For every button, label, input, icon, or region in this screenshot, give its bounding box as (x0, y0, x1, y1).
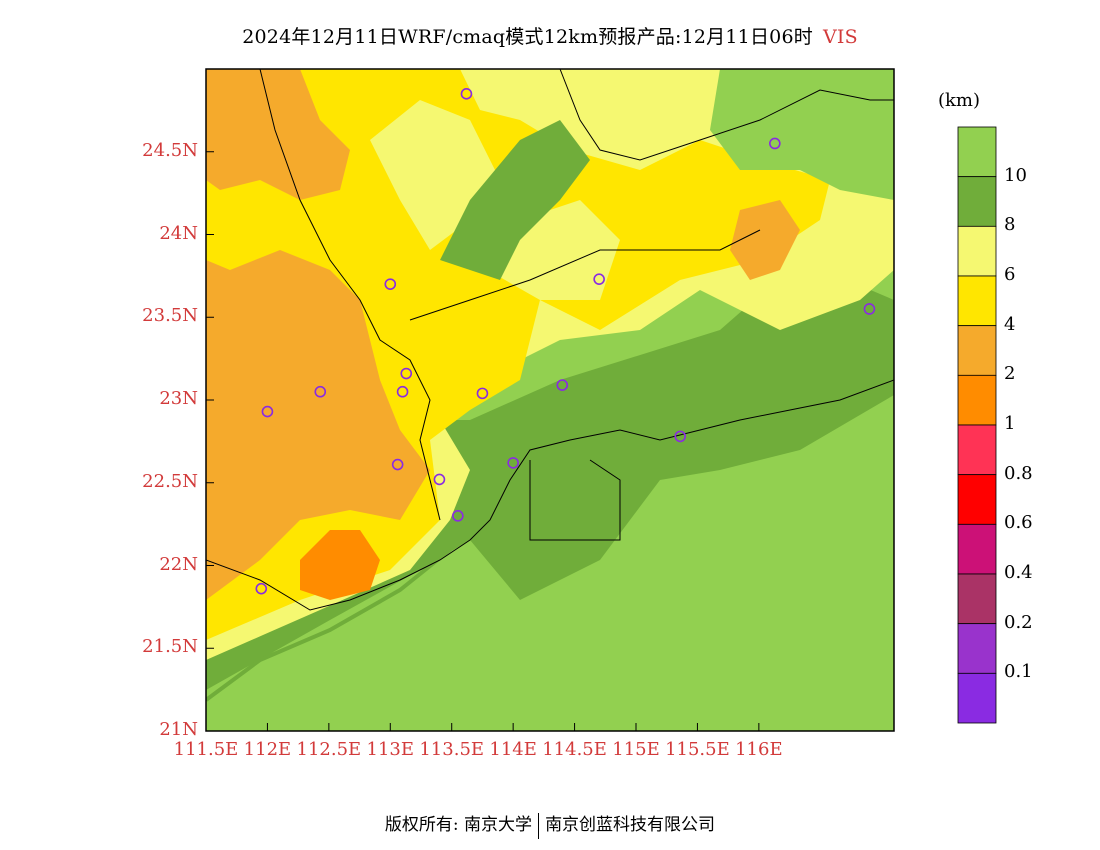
colorbar-segment (957, 225, 997, 277)
station-marker (460, 88, 473, 100)
station-marker (452, 510, 464, 522)
lat-tick-label: 23N (159, 388, 198, 409)
colorbar-label: 2 (1004, 363, 1016, 385)
station-marker (400, 367, 413, 380)
station-marker (433, 473, 446, 486)
station-marker (261, 405, 274, 418)
station-marker (769, 137, 781, 150)
colorbar-label: 6 (1004, 264, 1016, 285)
station-marker (507, 457, 519, 469)
colorbar-segment (957, 424, 997, 476)
station-marker (384, 278, 397, 290)
lon-tick-label: 115.5E (665, 739, 730, 760)
colorbar-segment (957, 126, 997, 178)
colorbar (957, 126, 997, 724)
colorbar-label: 10 (1004, 164, 1027, 186)
lat-tick-label: 24.5N (142, 139, 198, 161)
colorbar-segment (957, 275, 997, 327)
lon-tick-label: 114E (489, 739, 537, 760)
lat-tick-label: 22.5N (142, 470, 198, 492)
lon-tick-label: 115E (612, 739, 660, 760)
colorbar-label: 0.4 (1004, 562, 1033, 583)
colorbar-segment (957, 573, 997, 625)
station-marker (593, 273, 605, 285)
station-marker (314, 385, 327, 398)
colorbar-label: 0.2 (1004, 611, 1033, 633)
colorbar-unit: (km) (938, 90, 981, 111)
colorbar-label: 8 (1004, 214, 1016, 236)
colorbar-segment (957, 523, 997, 575)
colorbar-segment (957, 474, 997, 525)
colorbar-segment (957, 623, 997, 674)
station-marker (863, 303, 876, 315)
lon-tick-label: 114.5E (542, 739, 607, 760)
lat-tick-label: 21N (159, 719, 198, 740)
lon-tick-label: 116E (735, 739, 783, 760)
station-marker (556, 379, 569, 391)
colorbar-label: 0.8 (1004, 462, 1033, 484)
station-markers (255, 88, 876, 595)
colorbar-label: 1 (1004, 413, 1016, 434)
station-marker (674, 430, 687, 443)
visibility-field (206, 69, 894, 731)
lon-tick-label: 111.5E (173, 739, 239, 760)
boundaries (206, 69, 894, 611)
lat-tick-label: 21.5N (142, 636, 198, 658)
lat-tick-label: 23.5N (142, 305, 198, 327)
station-marker (255, 582, 268, 595)
colorbar-segment (957, 325, 997, 376)
colorbar-segment (957, 374, 997, 426)
footer-left: 版权所有: 南京大学 (384, 815, 533, 835)
station-marker (476, 387, 489, 400)
colorbar-label: 0.1 (1004, 661, 1033, 683)
title-variable: VIS (822, 26, 858, 48)
colorbar-segment (957, 176, 997, 227)
footer-separator (538, 812, 540, 839)
lat-tick-label: 24N (159, 222, 198, 244)
colorbar-label: 0.6 (1004, 512, 1033, 534)
copyright-footer: 版权所有: 南京大学 南京创蓝科技有限公司 (0, 810, 1100, 839)
colorbar-label: 4 (1004, 313, 1016, 335)
map-title: 2024年12月11日WRF/cmaq模式12km预报产品:12月11日06时 V… (0, 22, 1100, 49)
lat-tick-label: 22N (159, 553, 198, 575)
lon-tick-label: 112.5E (296, 739, 362, 760)
title-main: 2024年12月11日WRF/cmaq模式12km预报产品:12月11日06时 (242, 26, 813, 48)
station-marker (396, 385, 409, 398)
lon-tick-label: 113.5E (419, 739, 485, 760)
colorbar-segment (957, 672, 997, 724)
footer-right: 南京创蓝科技有限公司 (545, 815, 716, 835)
station-marker (391, 458, 404, 471)
axis-ticks (205, 151, 760, 732)
lon-tick-label: 112E (243, 739, 292, 760)
lon-tick-label: 113E (366, 739, 415, 760)
